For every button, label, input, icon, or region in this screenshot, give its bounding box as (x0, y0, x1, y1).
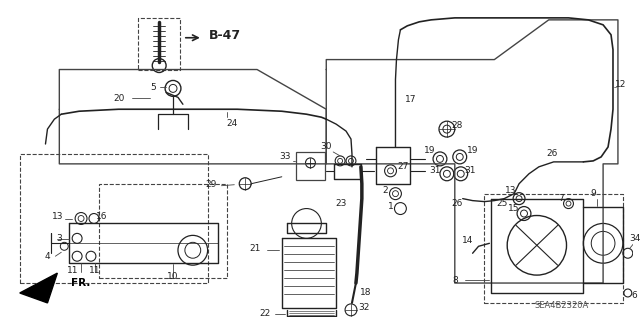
Text: 34: 34 (629, 234, 640, 243)
Text: 31: 31 (429, 166, 441, 175)
Text: 19: 19 (467, 146, 478, 155)
Text: 24: 24 (227, 119, 238, 128)
Text: 29: 29 (205, 180, 216, 189)
Text: 21: 21 (250, 244, 260, 253)
Text: 15: 15 (508, 204, 520, 213)
Text: 11: 11 (89, 266, 100, 275)
Text: 26: 26 (451, 199, 463, 208)
Text: 14: 14 (462, 236, 474, 245)
Text: 5: 5 (150, 83, 156, 92)
Text: 13: 13 (506, 186, 517, 195)
Text: 18: 18 (360, 288, 372, 298)
Bar (99, 184, 227, 278)
Text: 22: 22 (259, 309, 271, 318)
Text: 4: 4 (45, 252, 51, 261)
Text: 16: 16 (96, 212, 108, 221)
Text: 30: 30 (321, 143, 332, 152)
Text: 6: 6 (632, 292, 637, 300)
Text: 17: 17 (404, 95, 416, 104)
Text: 1: 1 (388, 202, 394, 211)
Text: 13: 13 (52, 212, 63, 221)
Bar (20, 154, 207, 283)
Text: 10: 10 (167, 271, 179, 281)
Text: 19: 19 (424, 146, 436, 155)
Text: 3: 3 (56, 234, 62, 243)
Text: 8: 8 (452, 276, 458, 285)
Text: 28: 28 (451, 121, 463, 130)
Bar (484, 194, 623, 303)
Polygon shape (20, 273, 58, 303)
Text: 12: 12 (615, 80, 627, 89)
Text: 33: 33 (279, 152, 291, 161)
Text: 7: 7 (559, 194, 564, 203)
Text: FR.: FR. (71, 278, 91, 288)
Text: 9: 9 (590, 189, 596, 198)
Text: 25: 25 (497, 199, 508, 208)
Text: 31: 31 (464, 166, 476, 175)
Text: 23: 23 (335, 199, 347, 208)
Text: B-47: B-47 (209, 29, 241, 42)
Text: 11: 11 (67, 266, 79, 275)
Bar (138, 18, 180, 70)
Text: 26: 26 (546, 149, 557, 159)
Text: 20: 20 (113, 94, 124, 103)
Bar (296, 152, 325, 180)
Text: 32: 32 (358, 303, 369, 312)
Text: 27: 27 (397, 162, 409, 171)
Text: 2: 2 (383, 186, 388, 195)
Text: SEA4B2320A: SEA4B2320A (534, 301, 589, 310)
